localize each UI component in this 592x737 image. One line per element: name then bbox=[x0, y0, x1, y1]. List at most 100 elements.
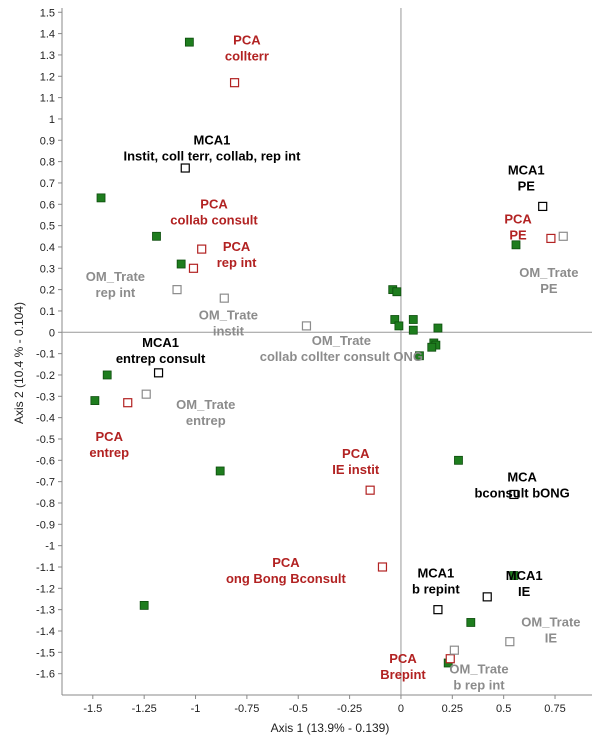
y-tick-label: 1.3 bbox=[40, 50, 55, 62]
y-tick-label: -0.2 bbox=[36, 370, 55, 382]
hollow-square-point bbox=[188, 263, 199, 273]
point-label-line: MCA bbox=[507, 470, 537, 485]
point-label-line: PCA bbox=[223, 239, 251, 254]
filled-square-point bbox=[90, 396, 100, 405]
point-label-line: MCA1 bbox=[417, 566, 454, 581]
filled-square-point bbox=[96, 193, 106, 203]
hollow-square-point bbox=[301, 321, 312, 331]
y-tick-label: 0.6 bbox=[40, 199, 55, 211]
hollow-square-point bbox=[449, 645, 459, 655]
hollow-square-point bbox=[123, 398, 133, 408]
point-label-line: Brepint bbox=[380, 667, 426, 682]
point-label-line: instit bbox=[213, 323, 245, 338]
point-label: OM_Trate IE bbox=[521, 615, 580, 646]
filled-square-point bbox=[509, 571, 519, 580]
point-label-line: b repint bbox=[412, 582, 460, 597]
point-label: PCA collab consult bbox=[170, 197, 258, 228]
hollow-square-point bbox=[229, 78, 240, 88]
ticks-layer: 1.5 1.4 1.3 1.2 1.1 1 0.9 0.8 0.7 0.6 0.5 0.4 0.3 0.2… bbox=[36, 7, 566, 715]
point-label: MCA1 Instit, coll terr, collab, rep int bbox=[123, 133, 301, 164]
point-label-line: MCA1 bbox=[506, 568, 543, 583]
hollow-square-point bbox=[219, 293, 229, 303]
y-tick-label: 0.7 bbox=[40, 178, 55, 190]
y-tick-label: -0.6 bbox=[36, 455, 55, 467]
hollow-square-point bbox=[153, 368, 164, 378]
hollow-square-point bbox=[180, 163, 190, 173]
filled-square-point bbox=[454, 455, 463, 465]
point-label-line: rep int bbox=[96, 285, 136, 300]
point-label: PCA Brepint bbox=[380, 651, 426, 682]
point-label: OM_Trate entrep bbox=[176, 397, 235, 428]
point-label-line: MCA1 bbox=[194, 133, 231, 148]
point-label: PCA entrep bbox=[89, 429, 129, 460]
point-label-line: OM_Trate bbox=[519, 265, 578, 280]
filled-square-point bbox=[408, 315, 418, 324]
hollow-square-point bbox=[505, 637, 515, 647]
y-tick-label: -1.6 bbox=[36, 669, 55, 681]
x-tick-label: -0.5 bbox=[289, 703, 308, 715]
filled-square-point bbox=[408, 325, 418, 335]
x-tick-label: -1.5 bbox=[83, 703, 102, 715]
point-label: PCA PE bbox=[504, 211, 532, 242]
y-tick-label: -0.3 bbox=[36, 391, 55, 403]
y-tick-label: -1.5 bbox=[36, 647, 55, 659]
point-label-line: Instit, coll terr, collab, rep int bbox=[123, 149, 301, 164]
x-tick-label: 0 bbox=[398, 703, 404, 715]
hollow-square-point bbox=[482, 592, 492, 602]
filled-square-point bbox=[511, 240, 521, 250]
hollow-square-point bbox=[558, 231, 568, 241]
filled-square-point bbox=[415, 351, 424, 361]
y-tick-label: -0.7 bbox=[36, 477, 55, 489]
point-label-line: PCA bbox=[504, 211, 532, 226]
y-tick-label: -0.1 bbox=[36, 349, 55, 361]
filled-square-point bbox=[176, 259, 186, 269]
filled-square-point bbox=[433, 323, 443, 333]
point-label-line: OM_Trate bbox=[312, 333, 371, 348]
filled-square-point bbox=[394, 321, 404, 331]
y-tick-label: -0.9 bbox=[36, 519, 55, 531]
filled-square-point bbox=[427, 342, 437, 352]
point-label-line: OM_Trate bbox=[199, 307, 258, 322]
point-label: PCA collterr bbox=[225, 32, 269, 63]
point-label-line: MCA1 bbox=[508, 162, 545, 177]
point-label-line: PCA bbox=[96, 429, 124, 444]
y-tick-label: 1.1 bbox=[40, 93, 55, 105]
point-label-line: entrep bbox=[186, 413, 226, 428]
y-tick-label: 1.2 bbox=[40, 71, 55, 83]
point-label-line: OM_Trate bbox=[86, 269, 145, 284]
point-label-line: PCA bbox=[200, 197, 228, 212]
hollow-square-point bbox=[377, 562, 388, 572]
point-label: OM_Trate collab collter consult ONG bbox=[260, 333, 423, 364]
hollow-square-point bbox=[538, 201, 548, 212]
point-label-line: OM_Trate bbox=[449, 662, 508, 677]
point-label-line: PE bbox=[518, 178, 536, 193]
point-label-line: entrep bbox=[89, 445, 129, 460]
x-tick-label: -0.25 bbox=[337, 703, 362, 715]
point-label-line: collab consult bbox=[170, 213, 258, 228]
x-tick-label: 0.25 bbox=[442, 703, 463, 715]
point-label-line: IE bbox=[518, 584, 531, 599]
y-tick-label: 0.2 bbox=[40, 285, 55, 297]
point-label-line: MCA1 bbox=[142, 335, 179, 350]
point-label: PCA rep int bbox=[217, 239, 257, 270]
y-tick-label: -1.4 bbox=[36, 626, 55, 638]
point-label-line: OM_Trate bbox=[176, 397, 235, 412]
y-tick-label: 0.4 bbox=[40, 242, 55, 254]
y-tick-label: -1 bbox=[45, 541, 55, 553]
hollow-square-point bbox=[509, 489, 519, 500]
x-tick-label: -1.25 bbox=[132, 703, 157, 715]
point-label-line: bconsult bONG bbox=[474, 486, 569, 501]
point-label-line: b rep int bbox=[453, 678, 505, 693]
filled-square-point bbox=[152, 231, 161, 241]
filled-square-point bbox=[466, 618, 476, 627]
point-label-line: entrep consult bbox=[116, 351, 206, 366]
point-label: MCA1 b repint bbox=[412, 566, 460, 597]
x-tick-label: -0.75 bbox=[234, 703, 259, 715]
point-label-line: rep int bbox=[217, 255, 257, 270]
point-label-line: PCA bbox=[389, 651, 417, 666]
point-label-line: IE instit bbox=[332, 462, 380, 477]
point-label: OM_Trate instit bbox=[199, 307, 258, 338]
